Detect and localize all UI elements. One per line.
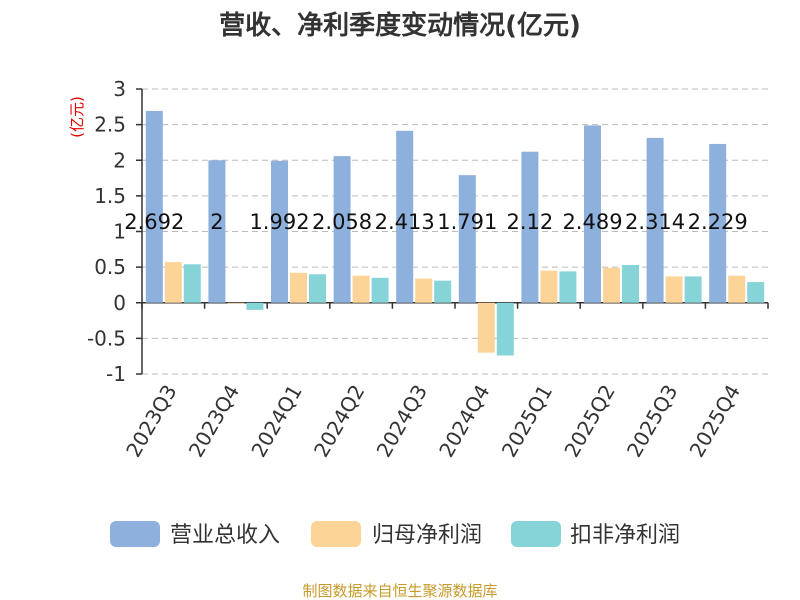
x-tick-label: 2024Q3 xyxy=(372,381,432,462)
y-tick-label: 0 xyxy=(113,291,126,315)
bar-deducted-net-profit xyxy=(183,264,201,303)
legend-label: 归母净利润 xyxy=(372,523,482,548)
legend-swatch xyxy=(110,521,160,547)
legend-item[interactable]: 归母净利润 xyxy=(311,521,482,548)
bar-net-profit xyxy=(164,262,182,303)
legend-item[interactable]: 营业总收入 xyxy=(110,521,280,548)
bar-net-profit xyxy=(477,302,495,353)
data-labels: 2.692 2 1.992 2.058 2.413 1.791 2.12 2.489 2.314… xyxy=(124,210,748,234)
x-axis-tick-labels: 2023Q3 2023Q4 2024Q1 2024Q2 2024Q3 2024Q4 2025… xyxy=(121,381,745,462)
revenue-data-label: 2.489 xyxy=(562,210,622,234)
x-tick-label: 2023Q4 xyxy=(184,381,244,462)
bar-net-profit xyxy=(603,267,620,303)
data-source-note: 制图数据来自恒生聚源数据库 xyxy=(302,582,497,600)
revenue-data-label: 2.229 xyxy=(688,210,748,234)
bar-net-profit xyxy=(665,276,683,303)
bar-revenue xyxy=(584,125,601,303)
y-tick-label: -0.5 xyxy=(87,326,126,350)
x-tick-label: 2025Q1 xyxy=(497,381,557,462)
bar-revenue xyxy=(271,160,288,303)
revenue-data-label: 2.314 xyxy=(625,210,685,234)
bar-revenue xyxy=(145,110,163,303)
bar-revenue xyxy=(521,151,539,303)
bar-deducted-net-profit xyxy=(434,280,452,303)
bar-deducted-net-profit xyxy=(622,264,639,303)
legend-swatch xyxy=(511,521,561,547)
bar-net-profit xyxy=(352,275,370,303)
bar-deducted-net-profit xyxy=(246,302,264,310)
bar-revenue xyxy=(208,160,226,303)
revenue-data-label: 1.791 xyxy=(437,210,497,234)
bar-net-profit xyxy=(540,270,558,303)
y-tick-label: 1.5 xyxy=(94,184,126,208)
bar-net-profit xyxy=(728,275,746,303)
revenue-data-label: 1.992 xyxy=(249,210,309,234)
bar-deducted-net-profit xyxy=(309,274,326,303)
y-tick-label: 3 xyxy=(113,77,126,101)
revenue-data-label: 2.413 xyxy=(375,210,435,234)
bar-deducted-net-profit xyxy=(747,282,765,303)
bar-deducted-net-profit xyxy=(371,277,389,303)
legend-label: 营业总收入 xyxy=(170,523,280,548)
bar-revenue xyxy=(396,130,414,303)
bar-deducted-net-profit xyxy=(559,271,577,303)
y-axis-tick-labels: 3 2.5 2 1.5 1 0.5 0 -0.5 -1 xyxy=(87,77,126,386)
x-tick-label: 2025Q4 xyxy=(685,381,745,462)
grid-lines xyxy=(142,88,768,375)
bar-revenue xyxy=(333,156,351,303)
bar-net-profit xyxy=(290,272,307,303)
bar-revenue xyxy=(458,175,476,303)
x-tick-label: 2025Q2 xyxy=(559,381,619,462)
y-tick-label: 0.5 xyxy=(94,255,126,279)
x-tick-label: 2024Q2 xyxy=(309,381,369,462)
x-tick-label: 2024Q4 xyxy=(434,381,494,462)
y-tick-label: 2 xyxy=(113,148,126,172)
bar-deducted-net-profit xyxy=(496,302,514,356)
bar-deducted-net-profit xyxy=(684,276,702,303)
bar-net-profit xyxy=(227,302,245,304)
legend-swatch xyxy=(311,521,361,547)
axes xyxy=(136,88,769,375)
y-axis-unit: (亿元) xyxy=(68,96,86,138)
revenue-data-label: 2.692 xyxy=(124,210,184,234)
bar-revenue xyxy=(646,137,664,303)
x-tick-label: 2024Q1 xyxy=(246,381,306,462)
chart-title: 营收、净利季度变动情况(亿元) xyxy=(219,10,581,41)
bar-net-profit xyxy=(415,278,433,303)
bars xyxy=(145,110,765,356)
legend[interactable]: 营业总收入 归母净利润 扣非净利润 xyxy=(110,521,680,548)
y-tick-label: 2.5 xyxy=(94,113,126,137)
revenue-data-label: 2.058 xyxy=(312,210,372,234)
y-tick-label: -1 xyxy=(106,362,126,386)
revenue-data-label: 2.12 xyxy=(507,210,554,234)
y-tick-label: 1 xyxy=(113,220,126,244)
legend-label: 扣非净利润 xyxy=(570,523,680,548)
legend-item[interactable]: 扣非净利润 xyxy=(511,521,680,548)
bar-revenue xyxy=(709,143,727,303)
x-tick-label: 2023Q3 xyxy=(121,381,181,462)
revenue-data-label: 2 xyxy=(210,210,223,234)
x-tick-label: 2025Q3 xyxy=(622,381,682,462)
